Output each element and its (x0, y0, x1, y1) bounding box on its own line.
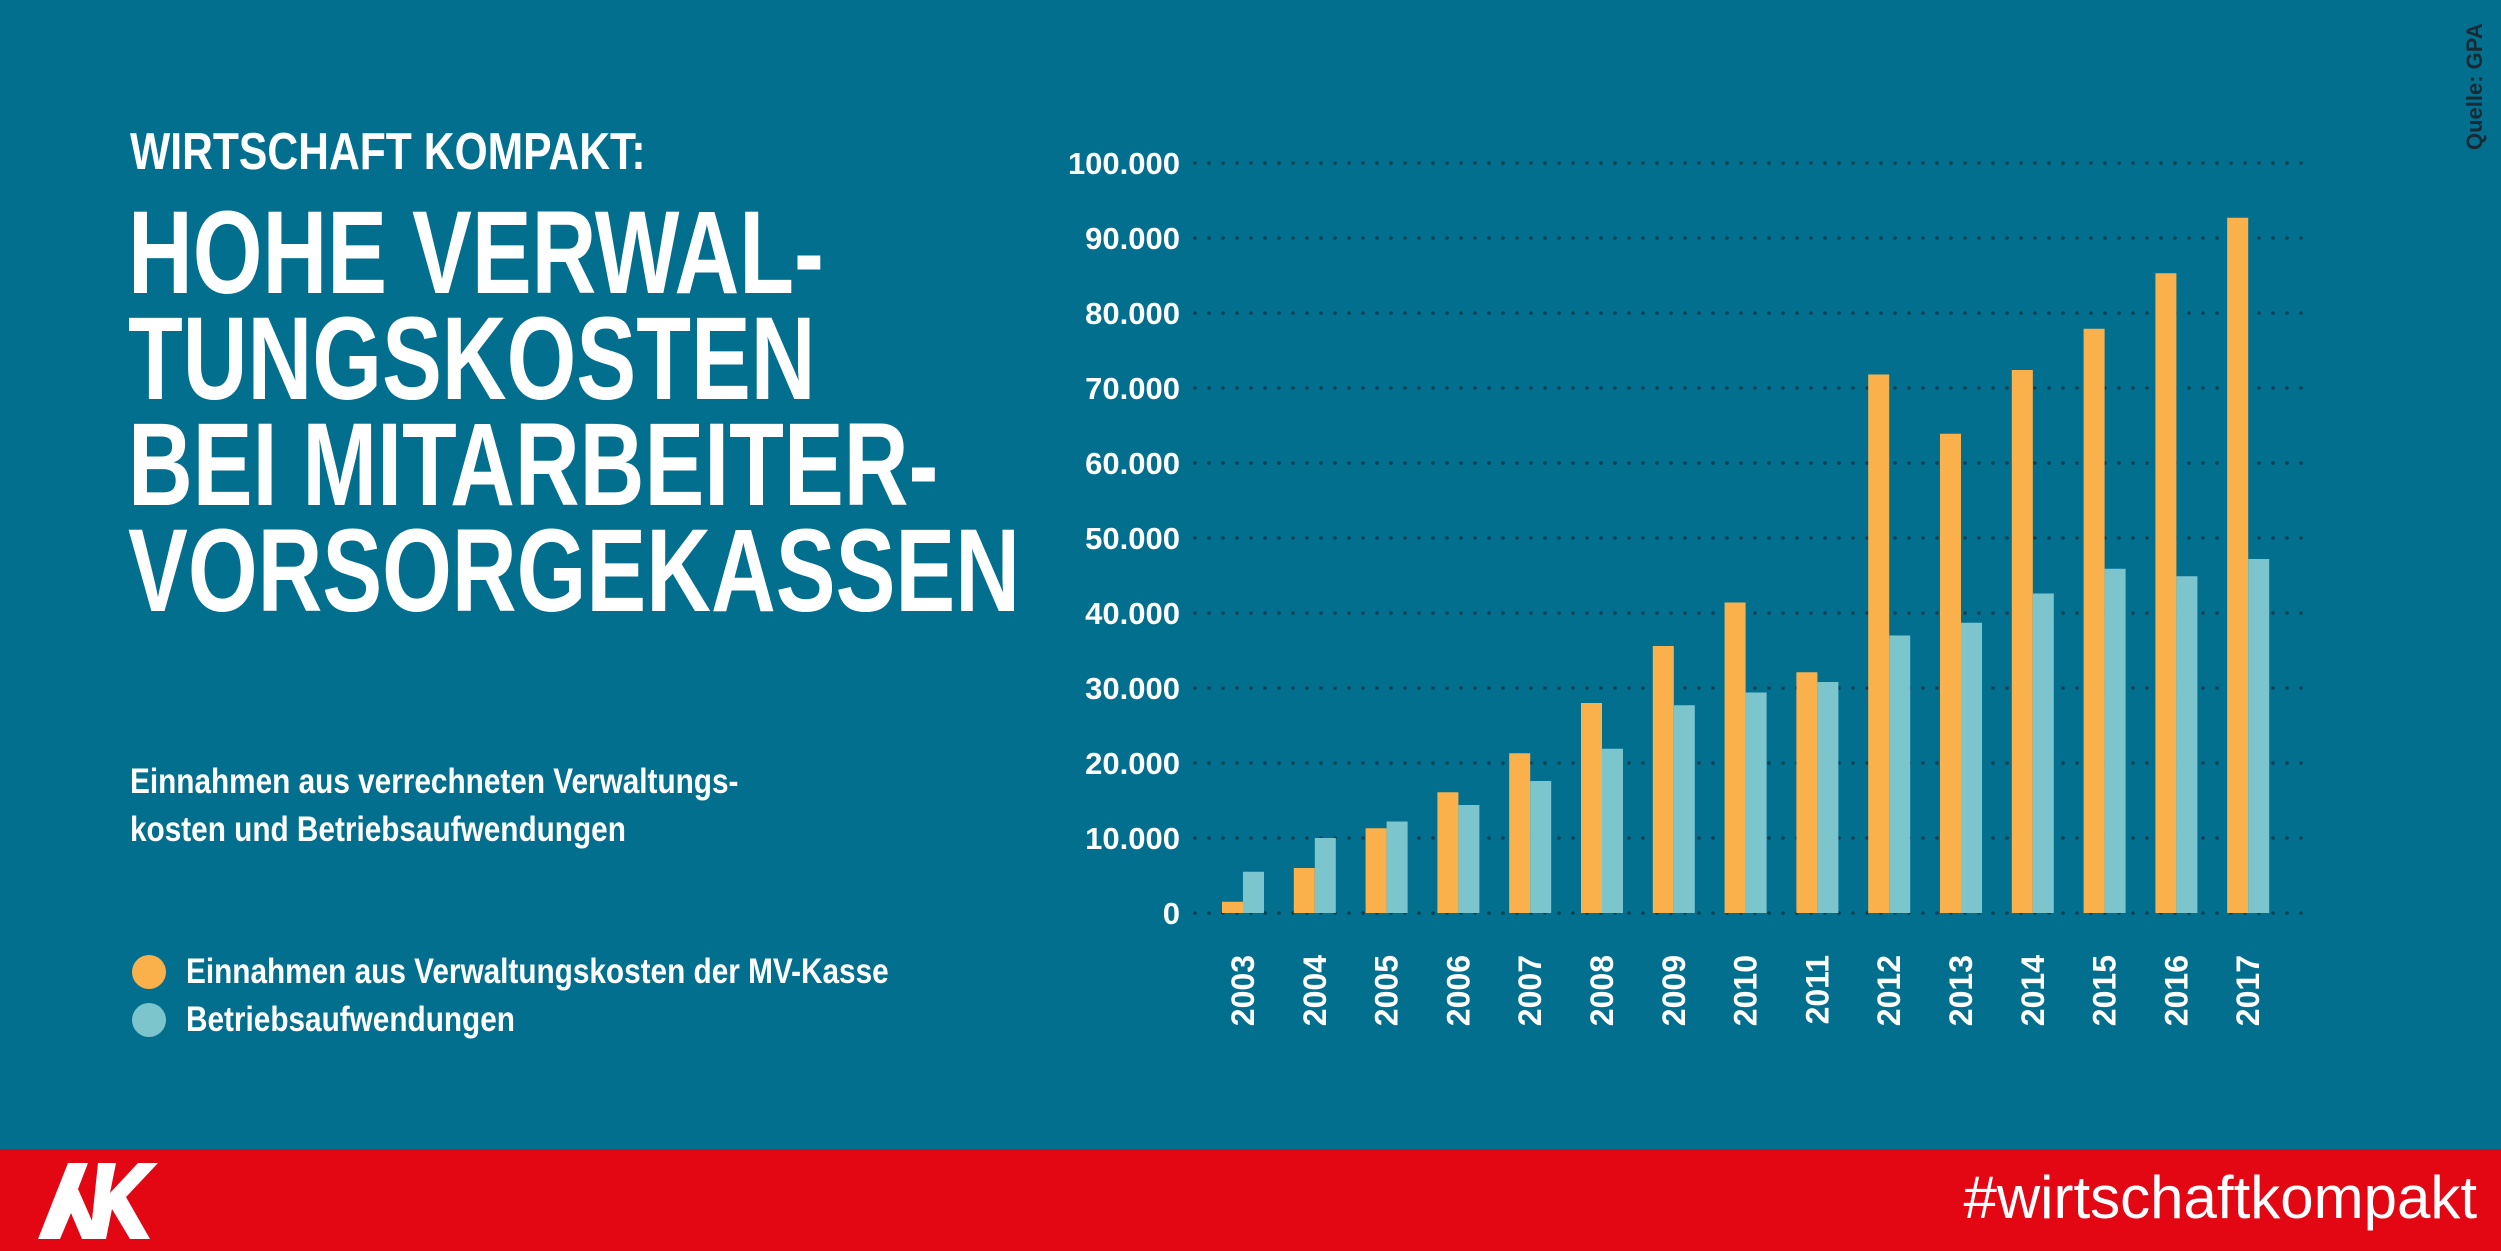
x-tick-label: 2011 (1799, 955, 1835, 1024)
x-tick-label: 2007 (1512, 955, 1548, 1026)
bar-betriebsaufwendungen-2010 (1745, 692, 1767, 913)
bar-betriebsaufwendungen-2014 (2032, 593, 2054, 913)
bar-einnahmen-2010 (1724, 602, 1746, 913)
bar-betriebsaufwendungen-2015 (2104, 568, 2126, 913)
title-line: BEI MITARBEITER- (128, 399, 939, 531)
bar-betriebsaufwendungen-2004 (1314, 838, 1336, 913)
x-tick-label: 2008 (1584, 955, 1620, 1026)
subtitle-line: kosten und Betriebsaufwendungen (130, 810, 626, 849)
x-tick-label: 2010 (1728, 955, 1764, 1026)
bar-einnahmen-2014 (2011, 370, 2033, 913)
page-title: HOHE VERWAL- TUNGSKOSTEN BEI MITARBEITER… (128, 187, 1020, 637)
bar-betriebsaufwendungen-2012 (1889, 635, 1911, 913)
x-tick-label: 2015 (2087, 955, 2123, 1026)
legend-label: Betriebsaufwendungen (186, 1000, 515, 1039)
bar-betriebsaufwendungen-2005 (1386, 821, 1408, 913)
footer-bar: #wirtschaftkompakt (0, 1149, 2501, 1251)
y-tick-label: 20.000 (1085, 746, 1180, 781)
bar-betriebsaufwendungen-2009 (1673, 705, 1695, 913)
y-tick-label: 80.000 (1085, 296, 1180, 331)
x-tick-label: 2012 (1871, 955, 1907, 1026)
bar-betriebsaufwendungen-2011 (1817, 682, 1839, 913)
y-tick-label: 0 (1163, 896, 1180, 931)
bar-einnahmen-2007 (1509, 753, 1531, 913)
bar-einnahmen-2003 (1222, 901, 1243, 913)
bar-betriebsaufwendungen-2008 (1602, 748, 1623, 913)
hashtag: #wirtschaftkompakt (1963, 1164, 2477, 1231)
legend-item-betriebsaufwendungen: Betriebsaufwendungen (132, 996, 1013, 1044)
x-tick-label: 2004 (1297, 955, 1333, 1026)
subtitle-line: Einnahmen aus verrechneten Verwaltungs- (130, 762, 739, 801)
y-tick-label: 100.000 (1068, 146, 1180, 181)
x-tick-label: 2006 (1440, 955, 1476, 1026)
x-tick-label: 2009 (1656, 955, 1692, 1026)
kicker: WIRTSCHAFT KOMPAKT: (130, 123, 646, 181)
bar-einnahmen-2012 (1868, 374, 1890, 913)
legend-label: Einnahmen aus Verwaltungskosten der MV-K… (186, 952, 889, 991)
subtitle: Einnahmen aus verrechneten Verwaltungs- … (130, 758, 738, 854)
title-line: HOHE VERWAL- (128, 187, 824, 319)
ak-logo (38, 1163, 158, 1239)
bar-einnahmen-2017 (2227, 217, 2249, 913)
legend-swatch-orange (132, 955, 166, 989)
bar-chart: 0 10.000 20.000 30.000 40.000 50.000 60.000 70.… (1068, 146, 2307, 1026)
title-line: VORSORGEKASSEN (128, 505, 1020, 637)
bar-betriebsaufwendungen-2007 (1530, 781, 1552, 913)
title-line: TUNGSKOSTEN (128, 293, 816, 425)
legend-item-einnahmen: Einnahmen aus Verwaltungskosten der MV-K… (132, 948, 1013, 996)
bar-einnahmen-2004 (1293, 868, 1315, 913)
x-tick-label: 2013 (1943, 955, 1979, 1026)
bar-einnahmen-2013 (1940, 433, 1961, 913)
y-tick-label: 70.000 (1085, 371, 1180, 406)
bar-einnahmen-2008 (1581, 703, 1602, 913)
y-tick-label: 30.000 (1085, 671, 1180, 706)
y-tick-label: 60.000 (1085, 446, 1180, 481)
bar-betriebsaufwendungen-2006 (1458, 805, 1480, 913)
bar-einnahmen-2009 (1652, 646, 1674, 913)
x-tick-label: 2005 (1369, 955, 1405, 1026)
legend: Einnahmen aus Verwaltungskosten der MV-K… (132, 948, 1013, 1044)
bar-einnahmen-2005 (1365, 828, 1387, 913)
y-tick-label: 90.000 (1085, 221, 1180, 256)
y-tick-label: 50.000 (1085, 521, 1180, 556)
y-tick-label: 40.000 (1085, 596, 1180, 631)
x-tick-label: 2017 (2230, 955, 2266, 1026)
bar-einnahmen-2006 (1437, 792, 1459, 913)
bar-betriebsaufwendungen-2017 (2248, 559, 2270, 913)
x-tick-label: 2003 (1225, 955, 1261, 1026)
bar-betriebsaufwendungen-2016 (2176, 576, 2198, 913)
y-tick-label: 10.000 (1085, 821, 1180, 856)
legend-swatch-teal (132, 1003, 166, 1037)
bar-einnahmen-2011 (1796, 672, 1818, 913)
x-tick-label: 2016 (2158, 955, 2194, 1026)
bar-betriebsaufwendungen-2013 (1961, 622, 1982, 913)
bar-einnahmen-2016 (2155, 273, 2177, 913)
bar-einnahmen-2015 (2083, 328, 2105, 913)
bar-betriebsaufwendungen-2003 (1243, 871, 1264, 913)
x-tick-label: 2014 (2015, 955, 2051, 1026)
